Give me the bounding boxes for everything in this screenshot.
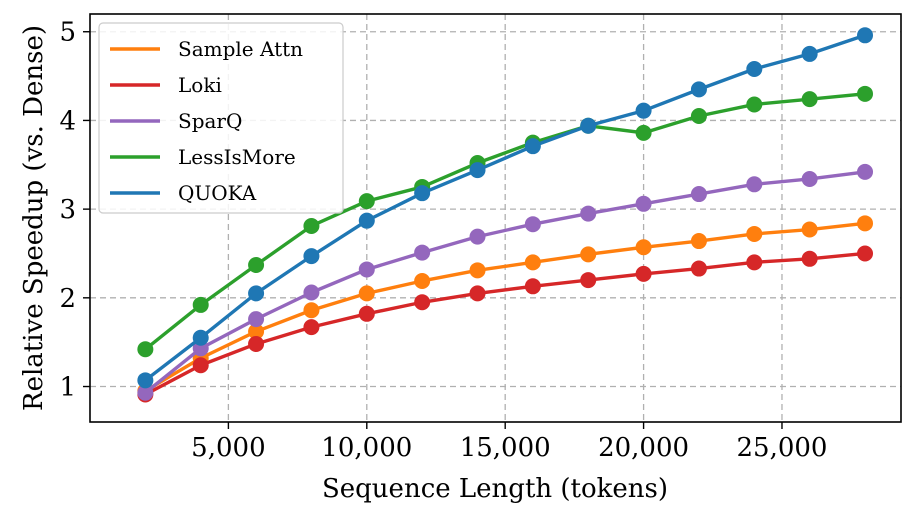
data-point-loki [414, 294, 431, 311]
data-point-sample-attn [358, 285, 375, 302]
data-point-lessismore [690, 108, 707, 124]
data-point-sparq [303, 284, 320, 301]
y-axis-label: Relative Speedup (vs. Dense) [19, 25, 49, 411]
data-point-lessismore [635, 124, 652, 141]
data-point-sample-attn [524, 254, 541, 271]
data-point-lessismore [746, 96, 763, 113]
data-point-quoka [358, 212, 375, 229]
data-point-sample-attn [469, 262, 486, 279]
data-point-sparq [580, 205, 597, 222]
data-point-sample-attn [635, 239, 652, 256]
data-point-sparq [801, 170, 818, 187]
x-tick-label: 25,000 [736, 433, 827, 463]
x-tick-label: 20,000 [598, 433, 689, 463]
series-line-loki [143, 251, 867, 397]
data-point-loki [635, 265, 652, 282]
data-point-sample-attn [248, 323, 265, 340]
data-point-quoka [690, 81, 707, 98]
data-point-sparq [635, 195, 652, 212]
data-point-sample-attn [580, 246, 597, 263]
legend-label: Loki [178, 73, 222, 97]
data-point-quoka [801, 45, 818, 62]
data-point-quoka [303, 248, 320, 265]
data-point-sample-attn [414, 272, 431, 289]
data-point-quoka [580, 117, 597, 134]
legend-entry-loki: Loki [110, 73, 222, 97]
data-point-sparq [469, 228, 486, 245]
data-point-quoka [635, 102, 652, 119]
data-point-quoka [248, 285, 265, 302]
data-point-quoka [524, 138, 541, 155]
data-point-loki [690, 260, 707, 277]
series-line-sample-attn [143, 221, 867, 393]
legend-label: LessIsMore [178, 145, 296, 169]
data-point-loki [580, 272, 597, 289]
y-tick-label: 5 [59, 18, 76, 48]
data-point-quoka [857, 27, 874, 44]
data-point-quoka [414, 185, 431, 202]
x-axis-label: Sequence Length (tokens) [322, 474, 668, 504]
legend-entry-lessismore: LessIsMore [110, 145, 296, 169]
ticks: 5,000 10,000 15,000 20,000 25,000 1 2 3 4 5 [59, 18, 827, 463]
data-point-sparq [524, 216, 541, 233]
data-point-lessismore [137, 341, 154, 358]
legend: Sample Attn Loki SparQ LessIsMore QUOKA [98, 22, 344, 214]
x-tick-label: 5,000 [191, 433, 265, 463]
legend-label: QUOKA [178, 181, 257, 205]
series-loki [137, 245, 874, 403]
legend-box [98, 22, 344, 214]
data-point-loki [857, 245, 874, 262]
data-point-quoka [192, 329, 209, 346]
legend-entry-quoka: QUOKA [110, 181, 257, 205]
data-point-sample-attn [303, 302, 320, 319]
data-point-loki [358, 305, 375, 322]
data-point-sparq [137, 384, 154, 401]
data-point-loki [801, 250, 818, 267]
data-point-sparq [358, 261, 375, 278]
data-point-sample-attn [801, 221, 818, 238]
data-point-loki [524, 278, 541, 295]
data-point-sparq [248, 311, 265, 328]
data-point-sample-attn [857, 215, 874, 232]
data-point-lessismore [248, 257, 265, 274]
y-tick-label: 1 [59, 373, 76, 403]
y-tick-label: 4 [59, 106, 76, 136]
series-line-quoka [143, 33, 867, 383]
data-point-quoka [137, 372, 154, 389]
data-point-loki [192, 357, 209, 374]
data-point-loki [469, 285, 486, 302]
data-point-loki [303, 319, 320, 336]
data-point-loki [746, 254, 763, 271]
y-tick-label: 2 [59, 284, 76, 314]
data-point-lessismore [801, 91, 818, 108]
data-point-sparq [414, 244, 431, 261]
data-point-lessismore [358, 193, 375, 210]
data-point-lessismore [857, 85, 874, 102]
legend-label: Sample Attn [178, 37, 303, 61]
x-tick-label: 10,000 [321, 433, 412, 463]
data-point-sparq [746, 176, 763, 193]
series-line-sparq [143, 170, 867, 395]
data-point-sample-attn [690, 233, 707, 250]
data-point-loki [248, 335, 265, 352]
series-quoka [137, 27, 874, 389]
legend-entry-sparq: SparQ [110, 109, 242, 133]
series-line-lessismore [143, 92, 867, 351]
plot-frame [89, 13, 902, 423]
data-point-quoka [469, 162, 486, 179]
legend-entry-sample-attn: Sample Attn [110, 37, 303, 61]
data-point-lessismore [303, 217, 320, 234]
data-point-quoka [746, 60, 763, 77]
data-point-sample-attn [746, 225, 763, 242]
y-tick-label: 3 [59, 195, 76, 225]
data-point-lessismore [192, 296, 209, 313]
series-layer [137, 27, 874, 403]
legend-label: SparQ [178, 109, 242, 133]
data-point-sparq [857, 163, 874, 180]
x-tick-label: 15,000 [460, 433, 551, 463]
data-point-sparq [690, 186, 707, 203]
